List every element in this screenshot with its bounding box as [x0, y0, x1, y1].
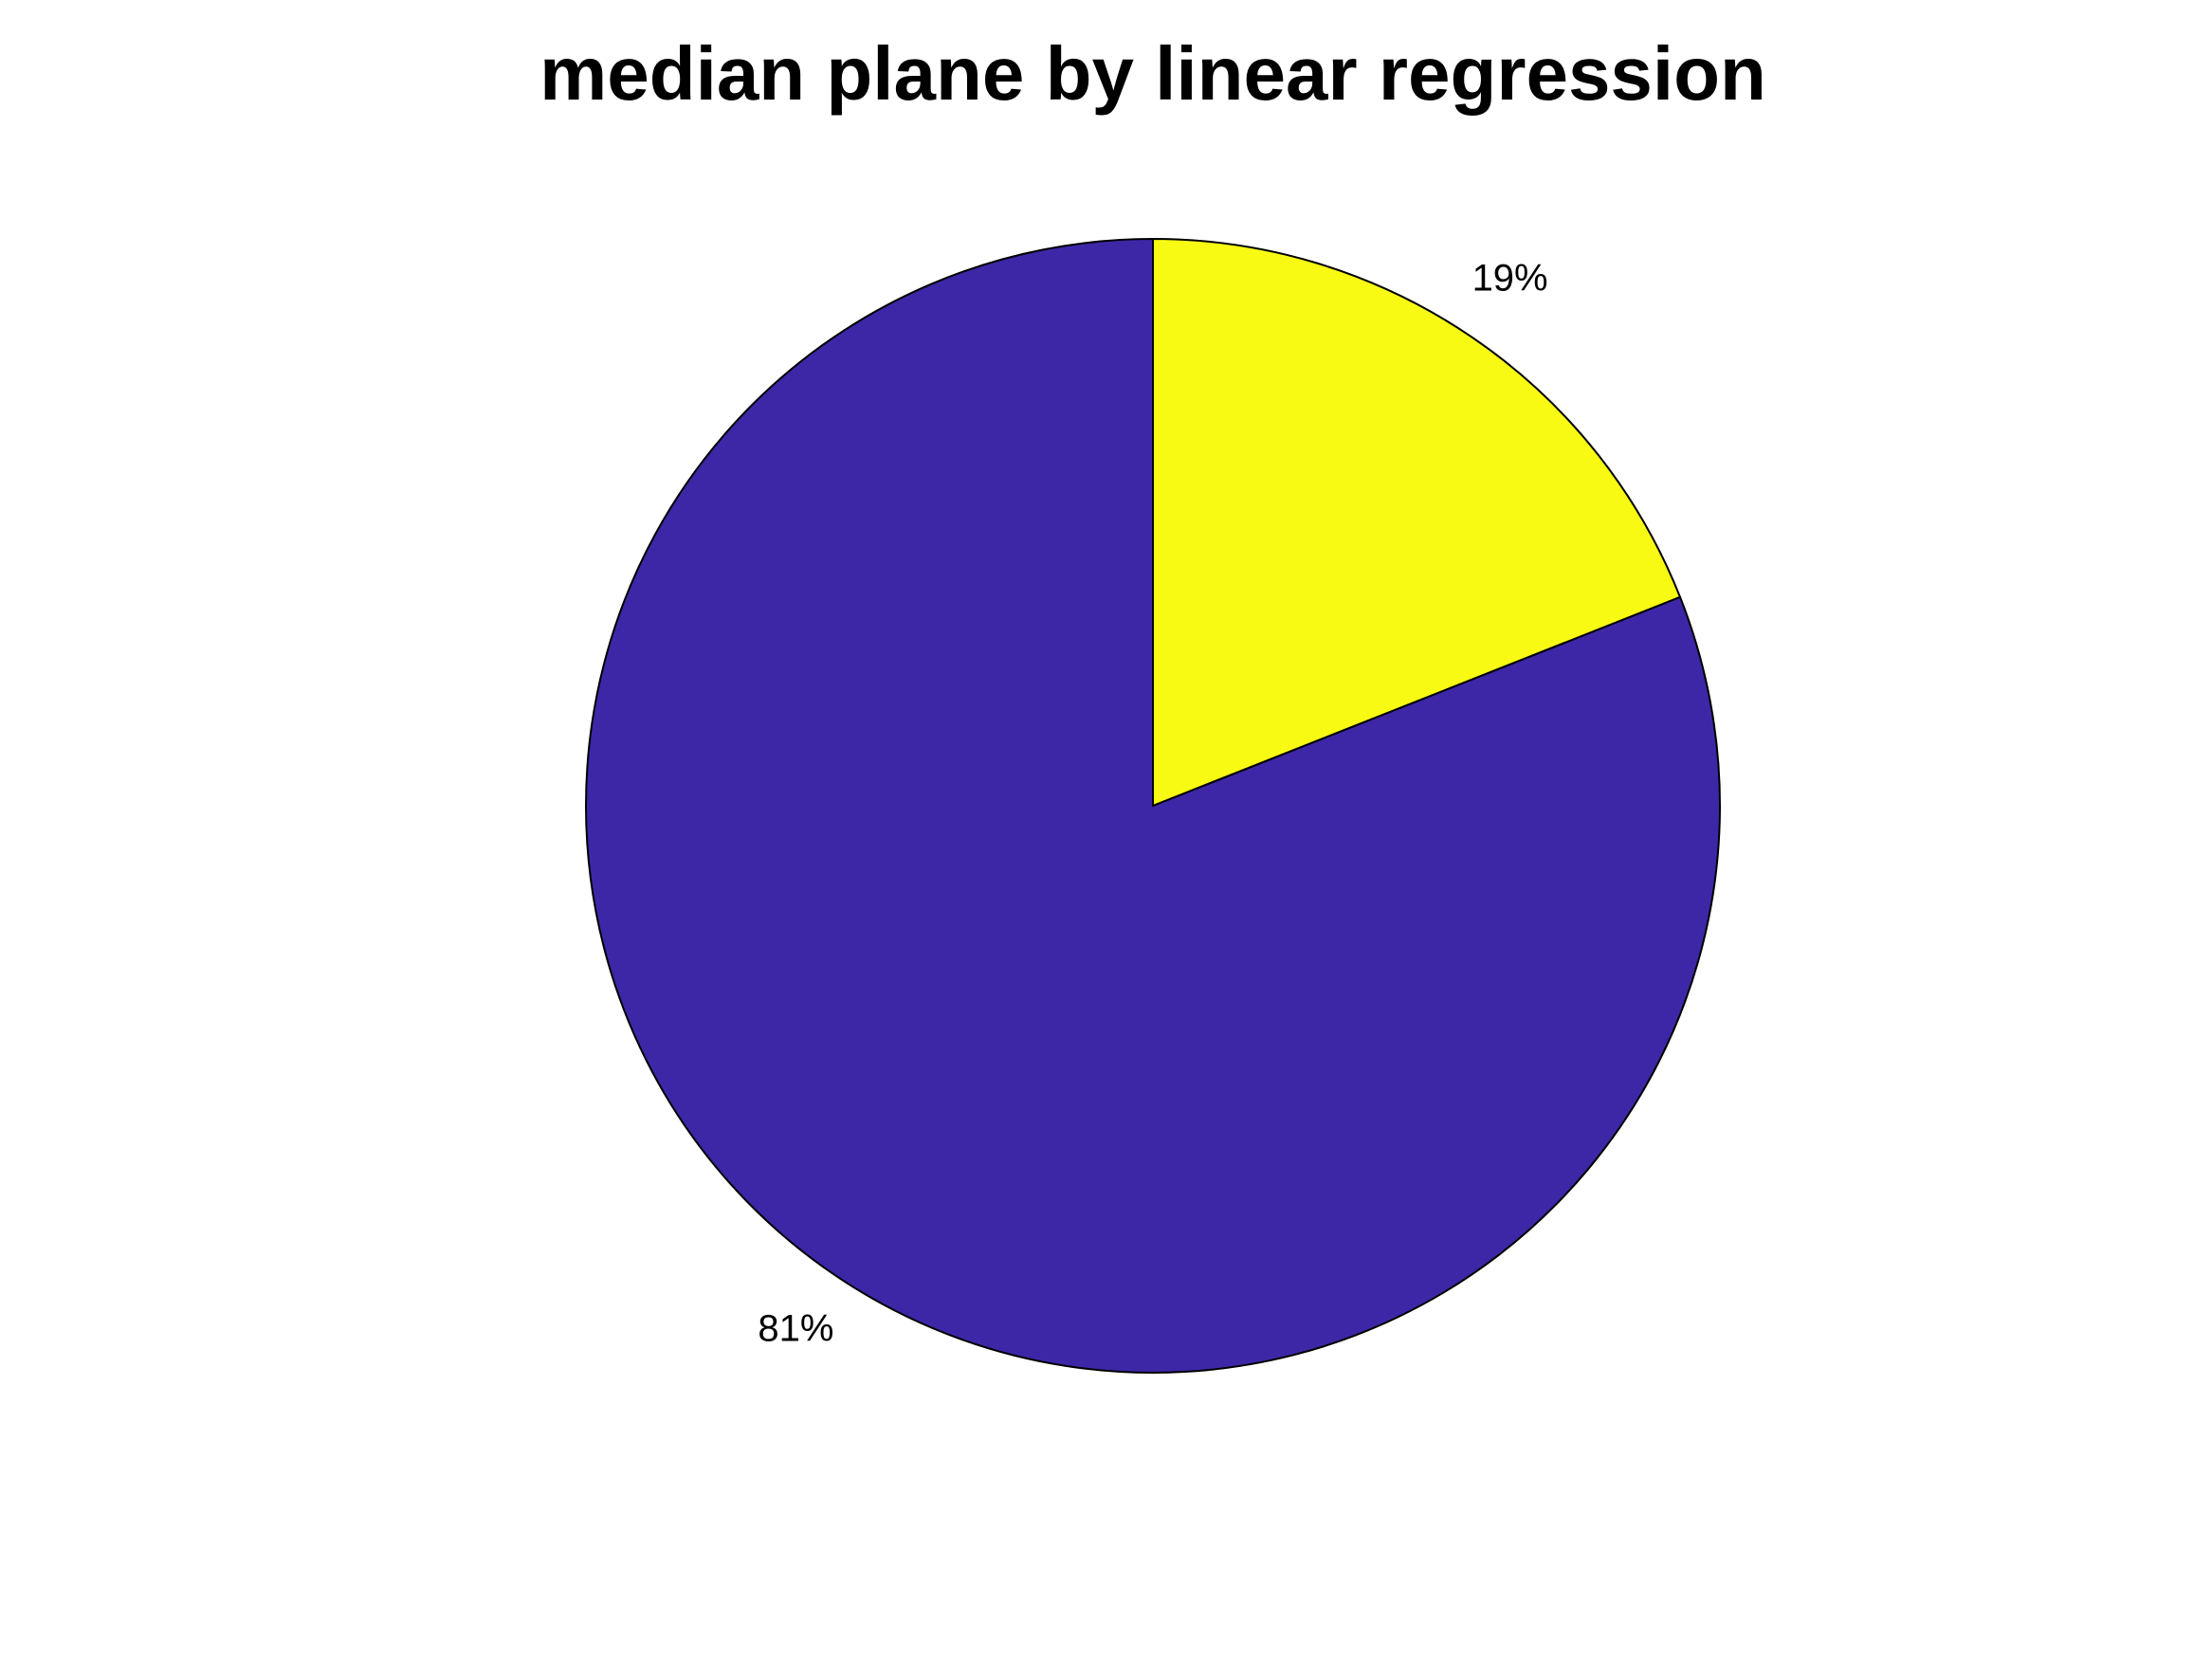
pie-slice-label-1: 19%: [1472, 257, 1548, 299]
pie-slices: [585, 237, 1721, 1374]
chart-title: median plane by linear regression: [539, 31, 1766, 116]
pie-labels: 19% 81%: [758, 257, 1547, 1349]
pie-slice-1: [1152, 237, 1682, 808]
pie-slice-2: [585, 237, 1721, 1374]
pie-slice-label-2: 81%: [758, 1308, 833, 1350]
